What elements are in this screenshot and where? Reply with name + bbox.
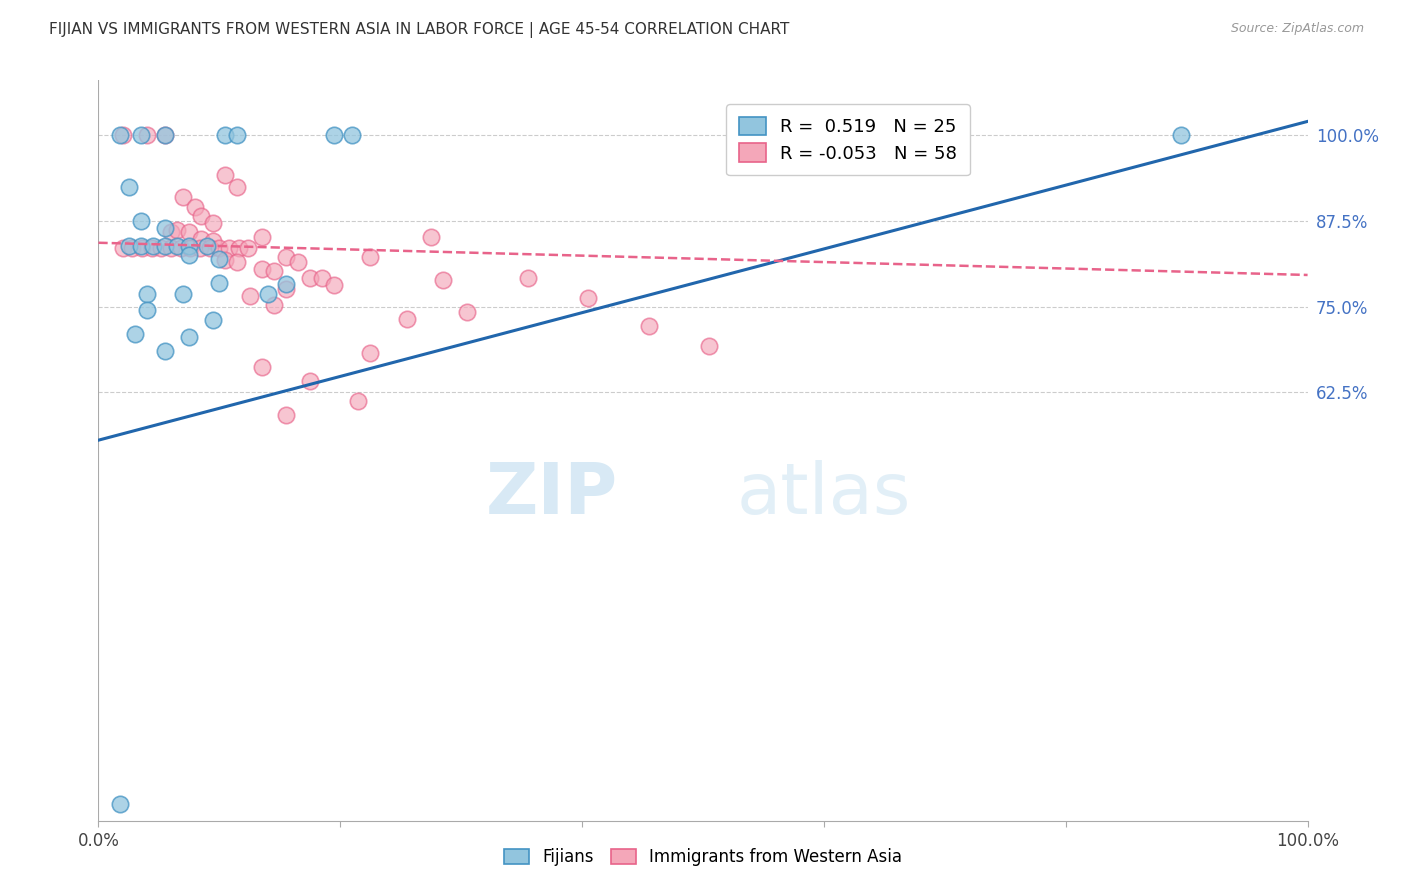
Point bbox=[208, 241, 231, 255]
Point bbox=[274, 282, 297, 296]
Text: ZIP: ZIP bbox=[486, 460, 619, 529]
Point bbox=[172, 287, 194, 301]
Point bbox=[208, 252, 231, 266]
Point bbox=[274, 408, 297, 422]
Point bbox=[179, 226, 201, 240]
Point bbox=[153, 239, 176, 253]
Point bbox=[153, 220, 176, 235]
Point bbox=[111, 241, 134, 255]
Point bbox=[299, 374, 322, 388]
Point bbox=[420, 229, 443, 244]
Point bbox=[432, 273, 454, 287]
Point bbox=[395, 311, 418, 326]
Point bbox=[124, 326, 146, 341]
Point bbox=[160, 241, 183, 255]
Point bbox=[169, 241, 191, 255]
Point bbox=[108, 128, 131, 142]
Point bbox=[226, 255, 249, 269]
Point bbox=[166, 223, 188, 237]
Point bbox=[129, 239, 152, 253]
Point bbox=[637, 318, 659, 333]
Point bbox=[263, 264, 285, 278]
Point bbox=[195, 239, 218, 253]
Point bbox=[287, 255, 309, 269]
Point bbox=[263, 298, 285, 312]
Point bbox=[135, 302, 157, 317]
Point bbox=[1170, 128, 1192, 142]
Point bbox=[342, 128, 364, 142]
Point bbox=[166, 239, 188, 253]
Point bbox=[274, 250, 297, 264]
Point bbox=[160, 226, 183, 240]
Point bbox=[179, 248, 201, 262]
Point bbox=[190, 232, 212, 246]
Point bbox=[198, 241, 221, 255]
Point bbox=[910, 128, 932, 142]
Point bbox=[214, 252, 236, 267]
Point bbox=[202, 235, 225, 249]
Point bbox=[347, 394, 370, 409]
Point bbox=[256, 287, 278, 301]
Point bbox=[226, 128, 249, 142]
Point bbox=[323, 277, 346, 292]
Point bbox=[179, 241, 201, 255]
Point bbox=[153, 128, 176, 142]
Point bbox=[239, 289, 262, 303]
Point bbox=[141, 241, 163, 255]
Legend: Fijians, Immigrants from Western Asia: Fijians, Immigrants from Western Asia bbox=[496, 840, 910, 875]
Point bbox=[697, 339, 720, 353]
Point bbox=[129, 128, 152, 142]
Point bbox=[188, 241, 211, 255]
Point bbox=[179, 239, 201, 253]
Point bbox=[299, 270, 322, 285]
Point bbox=[184, 200, 207, 214]
Point bbox=[456, 305, 478, 319]
Point bbox=[250, 229, 273, 244]
Point bbox=[108, 797, 131, 811]
Point bbox=[153, 344, 176, 359]
Text: atlas: atlas bbox=[737, 460, 911, 529]
Point bbox=[214, 128, 236, 142]
Point bbox=[153, 128, 176, 142]
Point bbox=[228, 241, 250, 255]
Point bbox=[111, 128, 134, 142]
Legend: R =  0.519   N = 25, R = -0.053   N = 58: R = 0.519 N = 25, R = -0.053 N = 58 bbox=[727, 104, 970, 176]
Point bbox=[250, 261, 273, 276]
Point bbox=[135, 287, 157, 301]
Point bbox=[131, 241, 153, 255]
Point bbox=[135, 128, 157, 142]
Point bbox=[311, 270, 333, 285]
Point bbox=[576, 291, 599, 305]
Point bbox=[323, 128, 346, 142]
Point bbox=[218, 241, 240, 255]
Point bbox=[360, 346, 382, 360]
Point bbox=[129, 214, 152, 228]
Point bbox=[360, 250, 382, 264]
Point bbox=[274, 277, 297, 291]
Point bbox=[142, 239, 165, 253]
Text: Source: ZipAtlas.com: Source: ZipAtlas.com bbox=[1230, 22, 1364, 36]
Point bbox=[172, 190, 194, 204]
Point bbox=[179, 330, 201, 344]
Text: FIJIAN VS IMMIGRANTS FROM WESTERN ASIA IN LABOR FORCE | AGE 45-54 CORRELATION CH: FIJIAN VS IMMIGRANTS FROM WESTERN ASIA I… bbox=[49, 22, 790, 38]
Point bbox=[238, 241, 260, 255]
Point bbox=[208, 276, 231, 290]
Point bbox=[202, 216, 225, 230]
Point bbox=[250, 359, 273, 374]
Point bbox=[190, 209, 212, 223]
Point bbox=[118, 239, 141, 253]
Point bbox=[202, 313, 225, 327]
Point bbox=[516, 270, 538, 285]
Point bbox=[226, 179, 249, 194]
Point bbox=[121, 241, 143, 255]
Point bbox=[118, 179, 141, 194]
Point bbox=[150, 241, 173, 255]
Point bbox=[214, 168, 236, 182]
